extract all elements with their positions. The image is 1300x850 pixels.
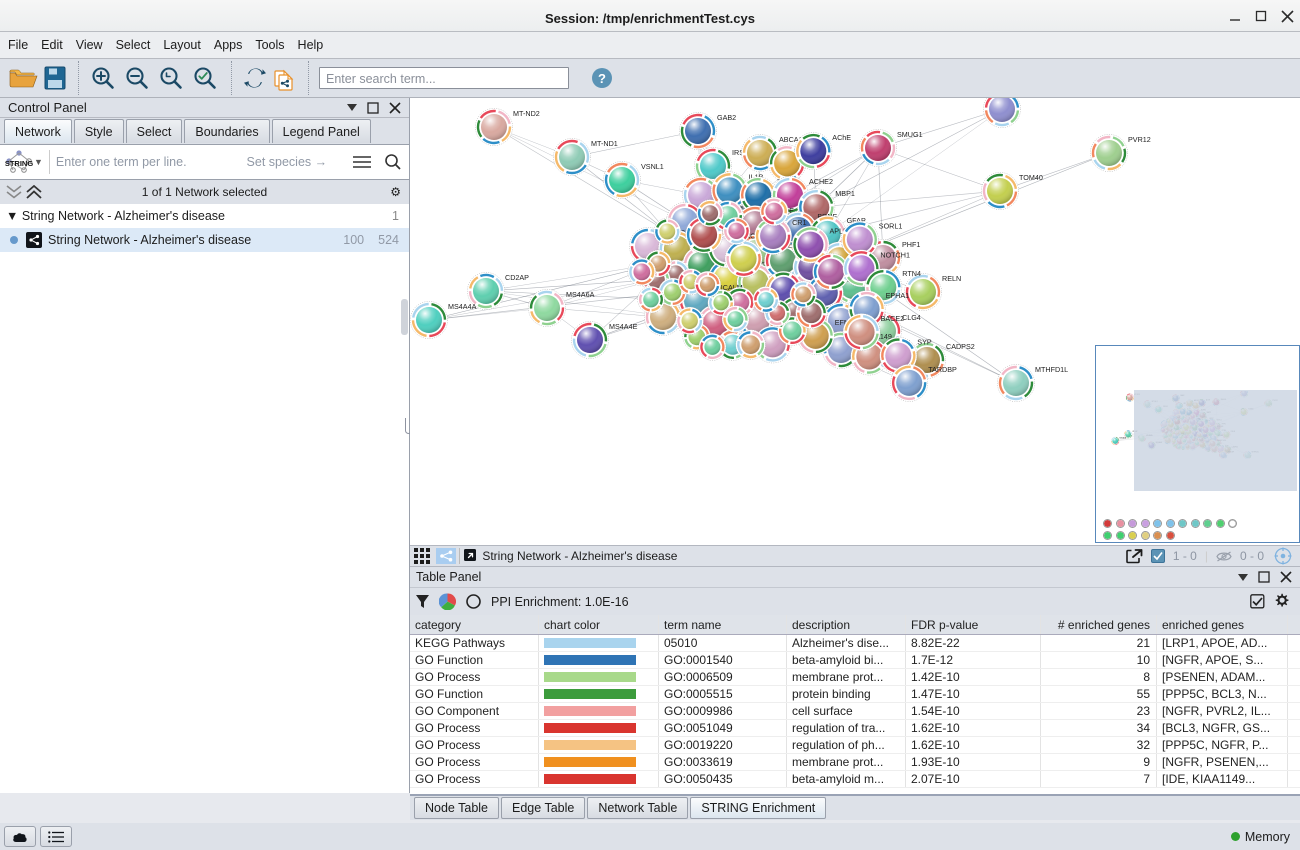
svg-text:CR1: CR1 xyxy=(792,218,806,227)
svg-text:TOM40: TOM40 xyxy=(1019,173,1043,182)
svg-text:SYP: SYP xyxy=(917,338,932,347)
svg-text:VSNL1: VSNL1 xyxy=(641,162,664,171)
svg-text:PVR12: PVR12 xyxy=(1128,135,1151,144)
svg-text:MBP1: MBP1 xyxy=(835,189,855,198)
svg-text:MTHFD1L: MTHFD1L xyxy=(1035,365,1068,374)
svg-text:ACHE2: ACHE2 xyxy=(809,177,833,186)
svg-text:MS4A4A: MS4A4A xyxy=(448,302,477,311)
svg-text:CLG4: CLG4 xyxy=(902,313,921,322)
svg-text:TARDBP: TARDBP xyxy=(928,365,957,374)
svg-text:CD2AP: CD2AP xyxy=(505,273,529,282)
svg-text:MT-ND2: MT-ND2 xyxy=(513,109,540,118)
svg-text:SORL1: SORL1 xyxy=(879,222,903,231)
svg-text:CADPS2: CADPS2 xyxy=(946,342,975,351)
svg-text:AChE: AChE xyxy=(832,133,851,142)
svg-text:?: ? xyxy=(598,71,606,86)
svg-text:GAB2: GAB2 xyxy=(717,113,736,122)
svg-text:MS4A6A: MS4A6A xyxy=(566,290,595,299)
svg-text:PHF1: PHF1 xyxy=(902,240,920,249)
svg-text:NOTCH1: NOTCH1 xyxy=(880,250,910,259)
svg-text:MS4A4E: MS4A4E xyxy=(609,322,638,331)
svg-text:STRING: STRING xyxy=(5,159,34,168)
svg-text:SMUG1: SMUG1 xyxy=(897,130,923,139)
svg-text:EPHA1: EPHA1 xyxy=(886,291,910,300)
svg-text:ADAMTS2: ADAMTS2 xyxy=(1021,98,1055,100)
svg-text:MT-ND1: MT-ND1 xyxy=(591,139,618,148)
svg-text:BACE2: BACE2 xyxy=(881,314,905,323)
svg-text:RTN4: RTN4 xyxy=(902,269,921,278)
svg-text:RELN: RELN xyxy=(942,274,961,283)
